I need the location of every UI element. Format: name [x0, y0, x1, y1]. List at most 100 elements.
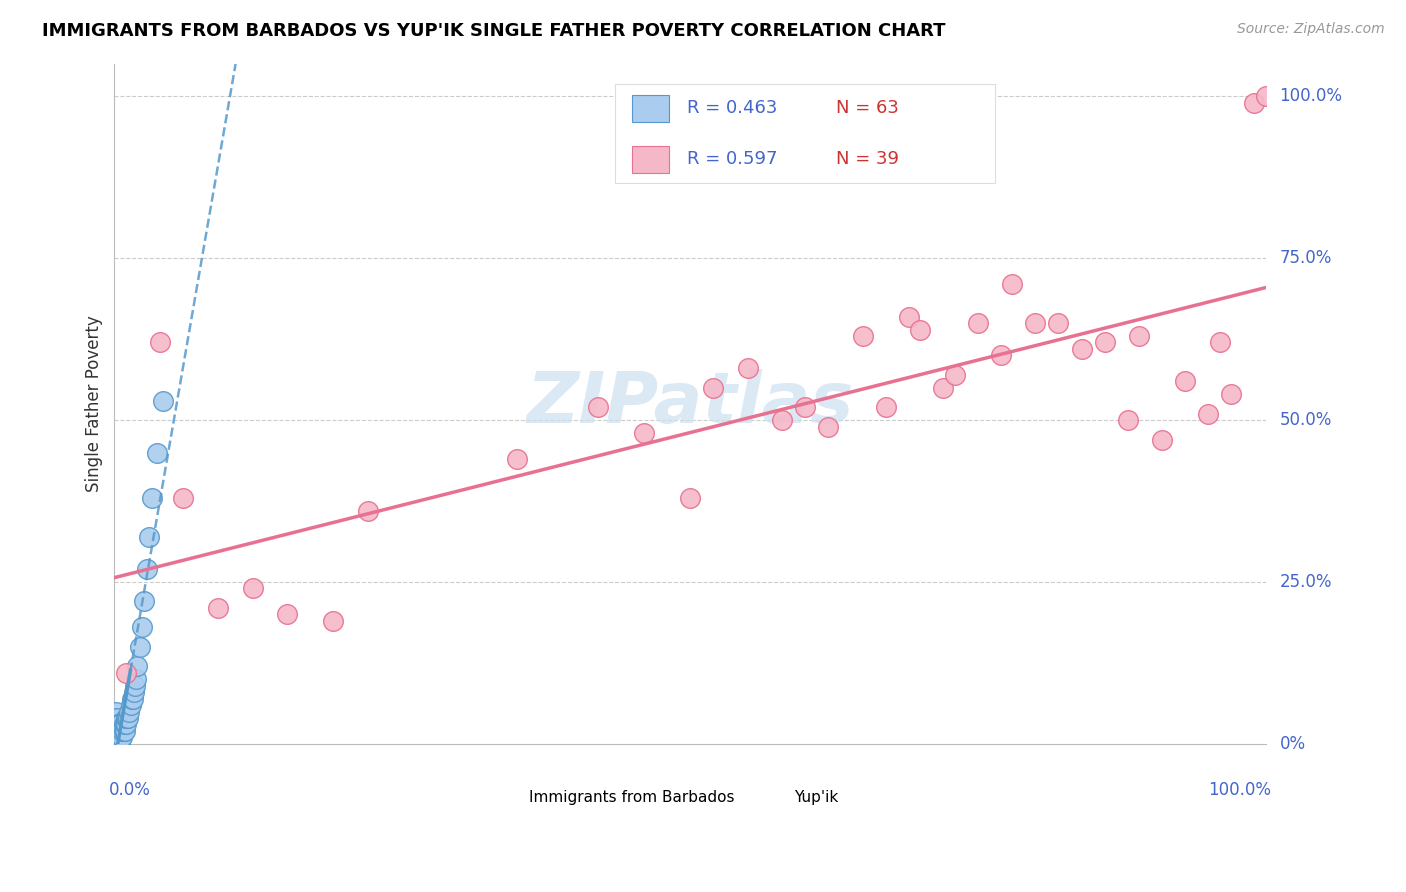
- Point: [679, 491, 702, 505]
- Point: [1220, 387, 1243, 401]
- Point: [1024, 316, 1046, 330]
- Text: N = 63: N = 63: [837, 99, 900, 117]
- Point: [105, 717, 128, 731]
- Text: 0.0%: 0.0%: [108, 781, 150, 799]
- Point: [115, 711, 138, 725]
- Point: [1116, 413, 1139, 427]
- Bar: [616, 85, 995, 183]
- Text: Immigrants from Barbados: Immigrants from Barbados: [529, 790, 734, 805]
- Point: [117, 711, 139, 725]
- Text: N = 39: N = 39: [837, 150, 900, 169]
- Point: [110, 731, 132, 745]
- Point: [1243, 95, 1265, 110]
- Text: 25.0%: 25.0%: [1279, 573, 1331, 591]
- Point: [110, 731, 132, 745]
- Point: [112, 723, 135, 738]
- Point: [107, 717, 129, 731]
- Text: Source: ZipAtlas.com: Source: ZipAtlas.com: [1237, 22, 1385, 37]
- Point: [111, 723, 134, 738]
- Point: [108, 731, 131, 745]
- Point: [122, 685, 145, 699]
- Point: [124, 679, 146, 693]
- Point: [108, 723, 131, 738]
- Point: [990, 348, 1012, 362]
- Point: [357, 504, 380, 518]
- Point: [105, 723, 128, 738]
- Point: [104, 731, 127, 745]
- Point: [506, 452, 529, 467]
- Point: [121, 691, 143, 706]
- Point: [242, 582, 264, 596]
- Point: [108, 737, 131, 751]
- Point: [141, 491, 163, 505]
- Point: [910, 322, 932, 336]
- Point: [131, 620, 153, 634]
- Point: [134, 594, 156, 608]
- Point: [115, 665, 138, 680]
- Y-axis label: Single Father Poverty: Single Father Poverty: [86, 316, 103, 492]
- Point: [105, 731, 128, 745]
- Point: [115, 717, 138, 731]
- Point: [1047, 316, 1070, 330]
- Point: [104, 723, 127, 738]
- Point: [1070, 342, 1092, 356]
- Point: [1128, 329, 1150, 343]
- Point: [770, 413, 793, 427]
- Point: [104, 737, 127, 751]
- Point: [107, 737, 129, 751]
- Text: R = 0.597: R = 0.597: [686, 150, 778, 169]
- Point: [104, 737, 127, 751]
- Point: [112, 717, 135, 731]
- Bar: [633, 95, 669, 122]
- Point: [1152, 433, 1174, 447]
- Text: R = 0.463: R = 0.463: [686, 99, 778, 117]
- Point: [120, 698, 142, 712]
- Point: [107, 723, 129, 738]
- Point: [107, 737, 129, 751]
- Point: [104, 731, 127, 745]
- Point: [1094, 335, 1116, 350]
- Point: [207, 601, 229, 615]
- Point: [108, 737, 131, 751]
- Point: [104, 717, 127, 731]
- Point: [173, 491, 195, 505]
- Point: [1208, 335, 1230, 350]
- Text: 50.0%: 50.0%: [1279, 411, 1331, 429]
- Point: [127, 659, 149, 673]
- Point: [108, 731, 131, 745]
- Point: [794, 401, 817, 415]
- Point: [121, 691, 143, 706]
- Text: ZIPatlas: ZIPatlas: [526, 369, 853, 439]
- Point: [817, 419, 839, 434]
- Point: [110, 723, 132, 738]
- Point: [105, 731, 128, 745]
- Point: [104, 723, 127, 738]
- Point: [128, 640, 150, 654]
- Point: [108, 717, 131, 731]
- Point: [967, 316, 990, 330]
- Point: [107, 723, 129, 738]
- Point: [702, 381, 724, 395]
- Point: [1254, 89, 1277, 103]
- Point: [586, 401, 609, 415]
- Bar: [633, 145, 669, 173]
- Point: [105, 723, 128, 738]
- Point: [737, 361, 759, 376]
- Point: [152, 393, 174, 408]
- Point: [108, 723, 131, 738]
- Point: [875, 401, 897, 415]
- Text: Yup'ik: Yup'ik: [793, 790, 838, 805]
- Point: [897, 310, 920, 324]
- Point: [111, 731, 134, 745]
- Point: [932, 381, 955, 395]
- Point: [105, 737, 128, 751]
- Bar: [759, 790, 785, 805]
- Text: 100.0%: 100.0%: [1209, 781, 1271, 799]
- Point: [104, 705, 127, 719]
- Text: 0%: 0%: [1279, 735, 1306, 753]
- Bar: [495, 790, 520, 805]
- Point: [105, 711, 128, 725]
- Point: [104, 737, 127, 751]
- Point: [115, 711, 138, 725]
- Text: IMMIGRANTS FROM BARBADOS VS YUP'IK SINGLE FATHER POVERTY CORRELATION CHART: IMMIGRANTS FROM BARBADOS VS YUP'IK SINGL…: [42, 22, 946, 40]
